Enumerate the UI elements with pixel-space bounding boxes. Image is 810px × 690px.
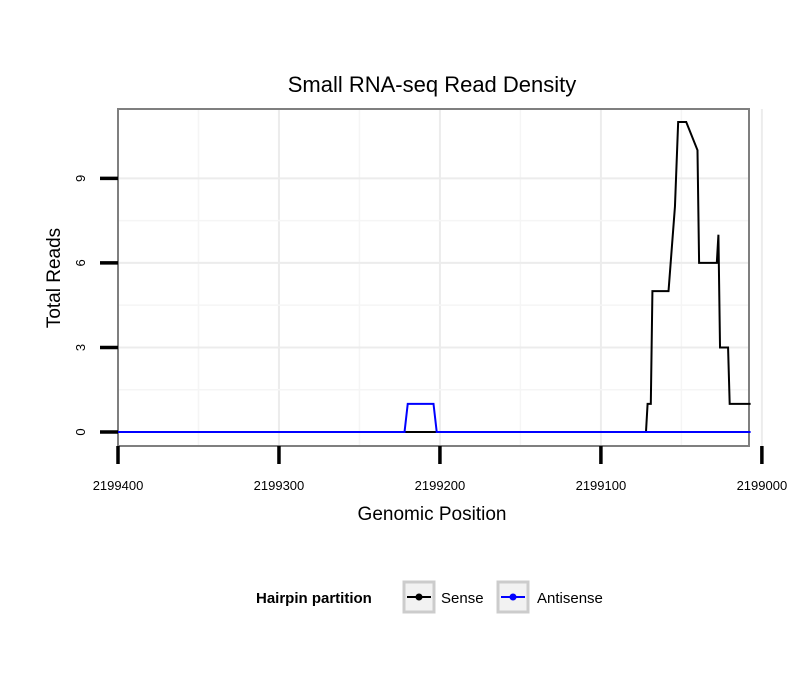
x-tick-label: 2199300 [254, 478, 305, 493]
x-axis-title: Genomic Position [358, 504, 507, 525]
legend-label-antisense: Antisense [537, 590, 603, 607]
y-axis-title: Total Reads [44, 228, 65, 328]
x-tick-label: 2199200 [415, 478, 466, 493]
series-line-sense [111, 121, 751, 433]
x-tick-label: 2199400 [93, 478, 144, 493]
x-tick-label: 2199100 [576, 478, 627, 493]
y-tick-label: 9 [73, 175, 88, 182]
legend-label-sense: Sense [441, 590, 484, 607]
legend-title: Hairpin partition [256, 590, 372, 607]
y-tick-label: 6 [73, 259, 88, 266]
y-tick-label: 0 [73, 428, 88, 435]
y-tick-label: 3 [73, 344, 88, 351]
x-tick-label: 2199000 [737, 478, 788, 493]
legend: Hairpin partition Sense Antisense [256, 580, 603, 614]
legend-marker-sense [415, 593, 423, 601]
legend-marker-antisense [509, 593, 517, 601]
series-line-antisense [111, 402, 751, 433]
chart-title: Small RNA-seq Read Density [288, 72, 577, 97]
axes: 2199400 2199300 2199200 2199100 2199000 0 3 6 9 [73, 175, 787, 493]
plot-panel-border [117, 108, 750, 447]
series-group [111, 121, 751, 433]
